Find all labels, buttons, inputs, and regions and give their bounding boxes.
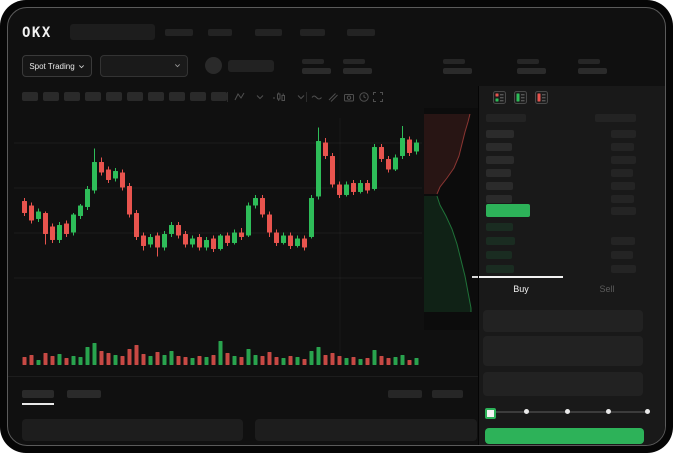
orders-tab[interactable] bbox=[22, 390, 54, 398]
orders-section bbox=[8, 376, 478, 445]
ask-amount bbox=[611, 143, 634, 151]
stat-value-placeholder bbox=[302, 68, 331, 74]
timeframe-chip[interactable] bbox=[127, 92, 143, 101]
ask-amount bbox=[611, 130, 636, 138]
ask-amount bbox=[611, 169, 633, 177]
market-type-selector[interactable]: Spot Trading bbox=[22, 55, 92, 77]
ask-price[interactable] bbox=[486, 130, 514, 138]
nav-item[interactable] bbox=[165, 29, 193, 36]
ask-price[interactable] bbox=[486, 143, 512, 151]
ask-price[interactable] bbox=[486, 195, 512, 203]
timeframe-chip[interactable] bbox=[43, 92, 59, 101]
indicators-icon[interactable] bbox=[327, 91, 339, 103]
order-form-field[interactable] bbox=[483, 336, 643, 366]
orderbook-header-price bbox=[486, 114, 526, 122]
ask-amount bbox=[611, 182, 635, 190]
ask-amount bbox=[611, 195, 634, 203]
buy-submit-button[interactable] bbox=[485, 428, 644, 444]
toolbar-divider bbox=[227, 92, 228, 102]
chevron-down-icon bbox=[78, 64, 84, 68]
orders-empty-block bbox=[22, 419, 243, 441]
dot-separator[interactable] bbox=[268, 91, 280, 103]
overlay-wave-icon[interactable] bbox=[311, 91, 323, 103]
chart-style-chevron-icon[interactable] bbox=[295, 91, 307, 103]
logo-title-placeholder bbox=[70, 24, 155, 40]
history-clock-icon[interactable] bbox=[358, 91, 370, 103]
slider-stop[interactable] bbox=[606, 409, 611, 414]
slider-stop[interactable] bbox=[645, 409, 650, 414]
bid-price[interactable] bbox=[486, 223, 513, 231]
timeframe-chip[interactable] bbox=[106, 92, 122, 101]
screenshot-camera-icon[interactable] bbox=[343, 91, 355, 103]
timeframe-chip[interactable] bbox=[190, 92, 206, 101]
timeframe-chip[interactable] bbox=[22, 92, 38, 101]
orderbook-asks-view-icon[interactable] bbox=[535, 91, 548, 104]
interval-zigzag-icon[interactable] bbox=[234, 91, 246, 103]
bid-amount bbox=[611, 265, 636, 273]
tab-sell[interactable]: Sell bbox=[599, 284, 615, 294]
nav-item[interactable] bbox=[208, 29, 232, 36]
bid-amount bbox=[611, 251, 633, 259]
coin-avatar bbox=[205, 57, 222, 74]
orders-action[interactable] bbox=[432, 390, 463, 398]
timeframe-chip[interactable] bbox=[85, 92, 101, 101]
chevron-down-icon bbox=[175, 64, 180, 68]
orders-tab-indicator bbox=[22, 403, 54, 405]
timeframe-chip[interactable] bbox=[148, 92, 164, 101]
timeframe-chip[interactable] bbox=[169, 92, 185, 101]
slider-stop[interactable] bbox=[565, 409, 570, 414]
timeframe-chip[interactable] bbox=[211, 92, 227, 101]
toolbar-divider bbox=[306, 92, 307, 102]
orderbook-header-amount bbox=[595, 114, 636, 122]
orders-tab[interactable] bbox=[67, 390, 101, 398]
timeframe-chip[interactable] bbox=[64, 92, 80, 101]
slider-stop[interactable] bbox=[524, 409, 529, 414]
stat-value-placeholder bbox=[578, 68, 607, 74]
nav-item[interactable] bbox=[255, 29, 282, 36]
stat-label-placeholder bbox=[443, 59, 465, 64]
bid-price[interactable] bbox=[486, 265, 514, 273]
ask-price[interactable] bbox=[486, 169, 511, 177]
slider-handle[interactable] bbox=[485, 408, 496, 419]
stat-value-placeholder bbox=[443, 68, 472, 74]
nav-item[interactable] bbox=[300, 29, 325, 36]
interval-chevron-icon[interactable] bbox=[254, 91, 266, 103]
order-form-field[interactable] bbox=[483, 372, 643, 396]
last-price-amount bbox=[611, 207, 636, 215]
stat-label-placeholder bbox=[302, 59, 324, 64]
orderbook-bids-view-icon[interactable] bbox=[514, 91, 527, 104]
orders-empty-block bbox=[255, 419, 477, 441]
fullscreen-expand-icon[interactable] bbox=[372, 91, 384, 103]
stat-label-placeholder bbox=[517, 59, 539, 64]
active-tab-indicator bbox=[479, 276, 563, 278]
okx-logo[interactable]: OKX bbox=[22, 25, 52, 41]
ask-amount bbox=[611, 156, 636, 164]
chart-style-candle-icon[interactable] bbox=[275, 91, 287, 103]
stat-label-placeholder bbox=[343, 59, 365, 64]
ask-price[interactable] bbox=[486, 182, 513, 190]
bid-amount bbox=[611, 237, 635, 245]
depth-chart[interactable] bbox=[424, 108, 478, 330]
app-window: OKX Spot Trading Buy bbox=[7, 7, 666, 446]
market-type-label: Spot Trading bbox=[29, 61, 75, 71]
bid-price[interactable] bbox=[486, 237, 515, 245]
pair-name-placeholder bbox=[228, 60, 274, 72]
pair-selector[interactable] bbox=[100, 55, 188, 77]
nav-item[interactable] bbox=[347, 29, 375, 36]
orderbook-panel: Buy Sell bbox=[478, 86, 665, 445]
orders-action[interactable] bbox=[388, 390, 422, 398]
stat-value-placeholder bbox=[517, 68, 546, 74]
last-price-badge[interactable] bbox=[486, 204, 530, 217]
stat-label-placeholder bbox=[578, 59, 600, 64]
ask-price[interactable] bbox=[486, 156, 514, 164]
bid-price[interactable] bbox=[486, 251, 512, 259]
tab-buy[interactable]: Buy bbox=[513, 284, 529, 294]
stat-value-placeholder bbox=[343, 68, 372, 74]
candlestick-chart[interactable] bbox=[8, 108, 428, 370]
orderbook-combined-view-icon[interactable] bbox=[493, 91, 506, 104]
order-form-field[interactable] bbox=[483, 310, 643, 332]
